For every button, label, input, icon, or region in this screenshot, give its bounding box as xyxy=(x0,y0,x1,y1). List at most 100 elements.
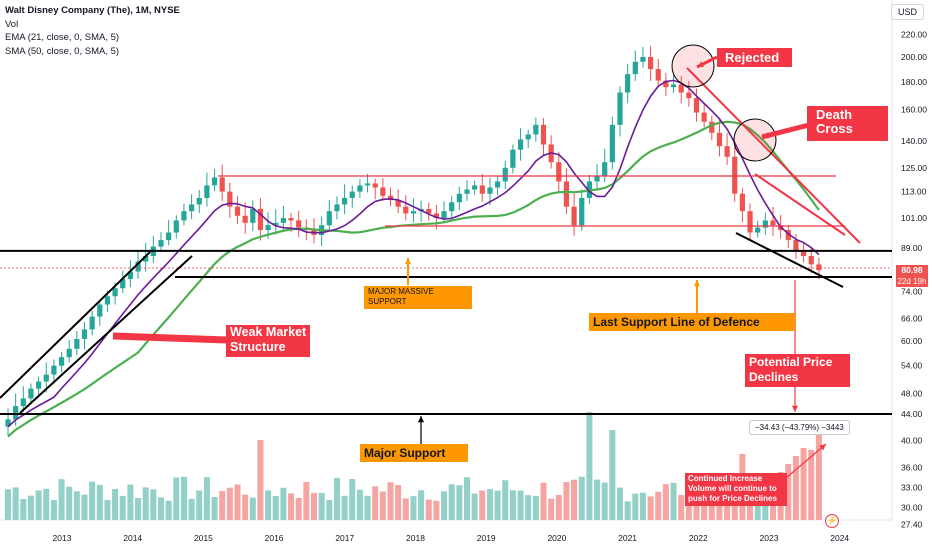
candle-body xyxy=(97,304,103,317)
candle-body xyxy=(479,185,485,194)
candle-body xyxy=(770,220,776,226)
death-cross-line-1: Death xyxy=(816,107,853,122)
candle-body xyxy=(678,84,684,93)
volume-bar xyxy=(792,456,799,520)
volume-bar xyxy=(586,412,593,520)
candle-body xyxy=(342,197,348,205)
volume-bar xyxy=(670,482,677,520)
volume-bar xyxy=(173,477,180,520)
lightning-icon[interactable]: ⚡ xyxy=(825,514,839,528)
candle-body xyxy=(242,215,248,223)
candle-body xyxy=(594,175,600,182)
channel-lower xyxy=(19,255,193,414)
volume-bar xyxy=(448,484,455,520)
volume-arrow-head xyxy=(819,444,826,451)
volume-bar xyxy=(211,497,218,520)
volume-bar xyxy=(433,500,440,520)
candle-body xyxy=(441,211,447,219)
candle-body xyxy=(81,329,88,339)
volume-bar xyxy=(395,485,402,520)
last-price: 80.98 xyxy=(901,265,923,275)
candle-body xyxy=(357,185,363,192)
volume-bar xyxy=(165,500,172,520)
volume-bar xyxy=(410,496,417,520)
volume-bar xyxy=(540,482,547,520)
y-tick-label: 160.00 xyxy=(901,105,927,115)
x-tick-label: 2014 xyxy=(123,533,142,543)
candle-body xyxy=(625,74,631,93)
volume-bar xyxy=(295,498,302,520)
y-tick-label: 54.00 xyxy=(901,361,923,371)
volume-bar xyxy=(203,477,210,520)
y-tick-label: 74.00 xyxy=(901,286,923,296)
candle-body xyxy=(273,222,279,226)
volume-bar xyxy=(494,490,501,520)
measure-label: −34.43 (−43.79%) −3443 xyxy=(749,420,850,435)
candle-body xyxy=(143,255,149,262)
downtrend-line xyxy=(686,67,861,244)
volume-bar xyxy=(127,484,134,520)
last-price-tag: 80.98 22d 19h xyxy=(896,265,928,287)
last-support-label: Last Support Line of Defence xyxy=(589,313,795,331)
major-support-label: Major Support xyxy=(360,444,468,462)
candle-body xyxy=(609,124,615,163)
volume-bar xyxy=(517,490,524,520)
volume-bar xyxy=(27,495,34,520)
candle-body xyxy=(158,240,164,247)
death-cross-label: Death Cross xyxy=(807,106,888,141)
volume-bar xyxy=(785,464,792,520)
candle-body xyxy=(709,121,715,133)
volume-bar xyxy=(571,479,578,520)
candle-body xyxy=(395,200,401,207)
legend-volume: Vol xyxy=(5,18,19,30)
volume-bar xyxy=(800,448,807,520)
volume-bar xyxy=(808,450,815,520)
candle-body xyxy=(785,230,791,241)
volume-bar xyxy=(471,493,478,520)
volume-bar xyxy=(418,490,425,520)
candle-body xyxy=(265,225,271,231)
candle-body xyxy=(449,202,455,212)
volume-note-line-2: Volume will continue to xyxy=(688,484,777,493)
volume-bar xyxy=(43,488,50,520)
x-tick-label: 2018 xyxy=(406,533,425,543)
volume-bar xyxy=(96,484,103,520)
candle-body xyxy=(724,146,730,157)
candle-body xyxy=(280,218,286,223)
volume-bar xyxy=(188,498,195,520)
candle-body xyxy=(288,218,294,221)
volume-bar xyxy=(815,432,822,520)
currency-button[interactable]: USD xyxy=(890,4,924,20)
candle-body xyxy=(433,213,439,219)
candle-body xyxy=(556,162,562,182)
candle-body xyxy=(670,84,677,88)
y-tick-label: 180.00 xyxy=(901,77,927,87)
volume-bar xyxy=(655,491,662,520)
volume-bar xyxy=(617,487,623,520)
candle-body xyxy=(43,374,49,382)
legend-ema: EMA (21, close, 0, SMA, 5) xyxy=(5,32,120,43)
potential-declines-label: Potential Price Declines xyxy=(745,354,850,387)
candle-body xyxy=(204,185,210,198)
weak-structure-arrow-head xyxy=(113,333,120,340)
candle-body xyxy=(716,132,723,147)
volume-bar xyxy=(249,497,256,520)
volume-bar xyxy=(234,484,241,520)
volume-bar xyxy=(66,486,73,520)
candle-body xyxy=(234,206,241,216)
x-tick-label: 2019 xyxy=(477,533,496,543)
y-tick-label: 101.00 xyxy=(901,213,927,223)
candle-body xyxy=(135,261,141,272)
volume-bar xyxy=(525,495,532,520)
y-tick-label: 125.00 xyxy=(901,163,927,173)
candle-body xyxy=(296,220,302,228)
volume-bar xyxy=(35,490,42,520)
volume-bar xyxy=(12,487,19,520)
volume-bar xyxy=(662,484,669,520)
candle-body xyxy=(808,255,814,265)
candle-body xyxy=(801,250,807,256)
volume-bar xyxy=(150,489,157,520)
weak-structure-line-1: Weak Market xyxy=(230,325,307,339)
y-tick-label: 48.00 xyxy=(901,388,923,398)
